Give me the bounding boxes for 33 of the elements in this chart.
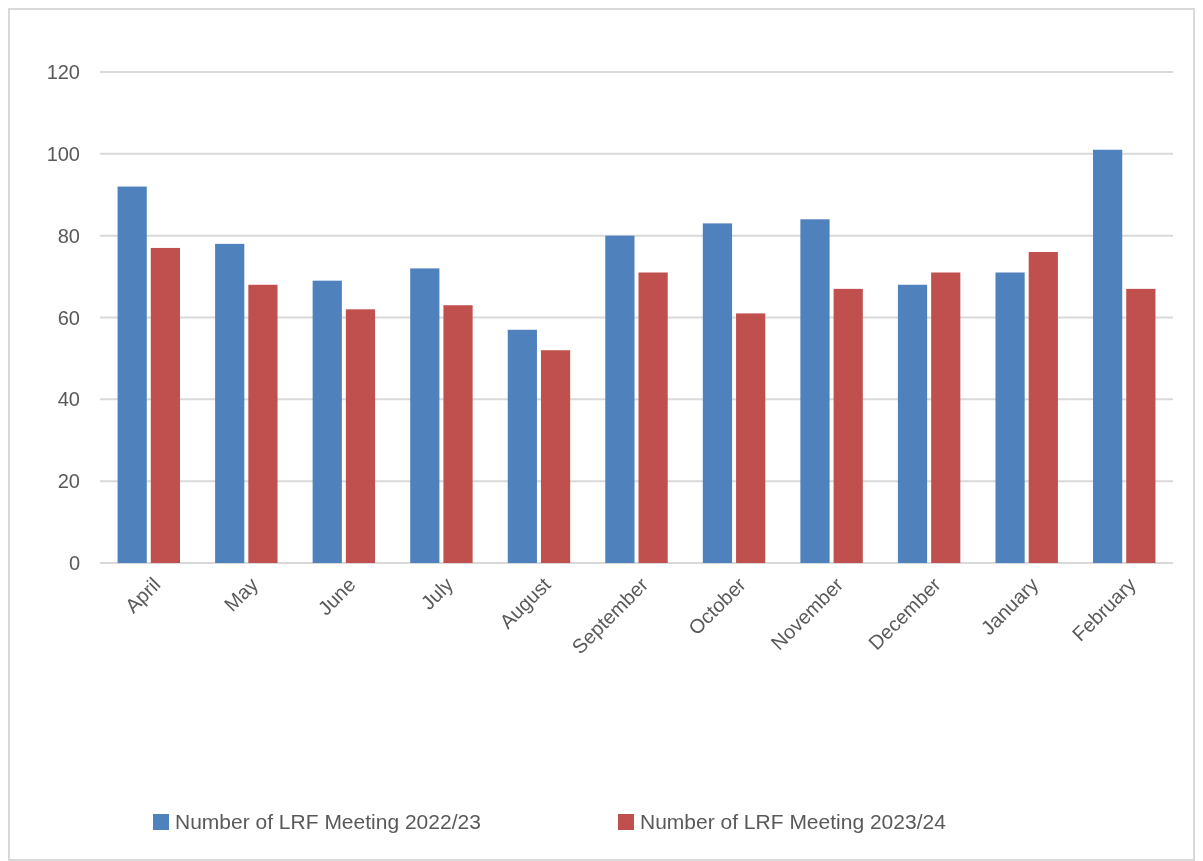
bar	[638, 272, 668, 563]
bar	[995, 272, 1025, 563]
bar	[931, 272, 961, 563]
y-tick-label: 20	[57, 470, 80, 493]
bar	[897, 284, 928, 563]
bar	[1126, 288, 1156, 563]
x-tick-label: May	[219, 573, 263, 616]
bar	[736, 313, 766, 563]
bar	[248, 284, 278, 563]
x-tick-label: July	[416, 573, 458, 614]
bar	[150, 247, 180, 563]
bar	[312, 280, 342, 563]
bar	[117, 186, 147, 563]
bar	[702, 223, 733, 563]
y-tick-label: 120	[46, 61, 80, 83]
bar	[1028, 252, 1058, 563]
bar	[1093, 149, 1123, 563]
y-tick-label: 60	[57, 306, 80, 329]
bar	[540, 350, 571, 563]
bar	[215, 243, 245, 563]
bar	[605, 235, 635, 563]
bar	[410, 268, 440, 563]
bar	[443, 305, 473, 563]
y-tick-label: 80	[57, 224, 80, 247]
bar	[800, 219, 830, 563]
bar	[507, 329, 537, 563]
legend-label: Number of LRF Meeting 2022/23	[175, 810, 481, 834]
bar	[833, 288, 863, 563]
bar	[345, 309, 376, 563]
y-tick-label: 40	[57, 388, 80, 411]
y-tick-label: 0	[68, 552, 80, 574]
legend-label: Number of LRF Meeting 2023/24	[640, 810, 947, 834]
y-tick-label: 100	[46, 142, 80, 165]
